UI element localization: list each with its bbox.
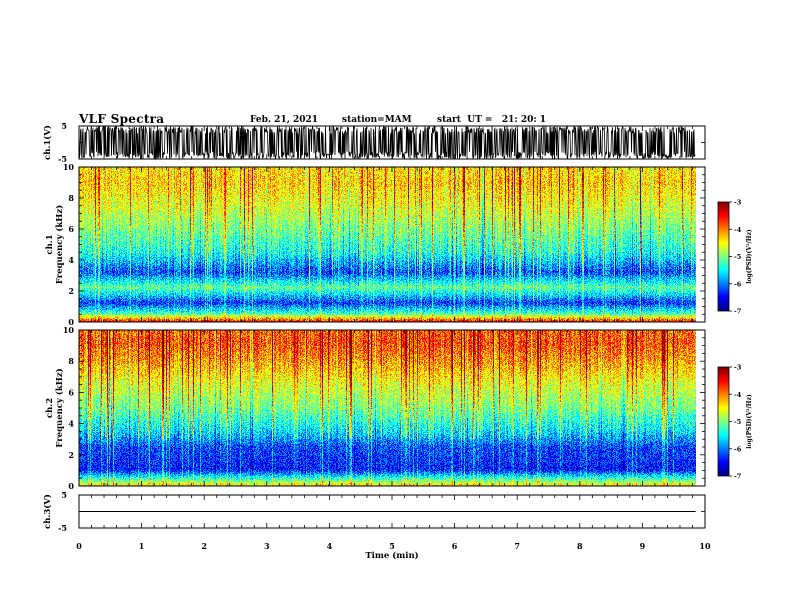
date-label: Feb. 21, 2021 [250, 115, 319, 125]
ch1-waveform-ytick-top: 5 [61, 121, 67, 131]
ch1-waveform-ylabel: ch.1(V) [42, 125, 53, 160]
ch1-colorbar-image [718, 202, 729, 311]
chart-title: VLF Spectra [79, 112, 165, 126]
ch2-colorbar-tick--6: -6 [734, 445, 742, 453]
ch2-colorbar-tick--5: -5 [734, 418, 742, 426]
ch1-spectrogram-image [79, 167, 696, 322]
ch1-colorbar-tick--3: -3 [734, 199, 742, 207]
ch3-waveform-ytick-bottom: -5 [58, 523, 67, 533]
svg-text:Frequency (kHz): Frequency (kHz) [54, 368, 65, 447]
xtick-3: 3 [264, 541, 270, 551]
ch2-spectrogram-image [79, 330, 696, 486]
ch3-waveform-ytick-top: 5 [61, 490, 67, 500]
xtick-9: 9 [640, 541, 646, 551]
ch1-spectrogram-ytick-10: 10 [63, 162, 75, 172]
ch1-colorbar-label: log(PSD)(V²/Hz) [746, 229, 753, 284]
svg-text:Frequency (kHz): Frequency (kHz) [54, 205, 65, 284]
ch2-spectrogram-ytick-4: 4 [68, 419, 74, 429]
ch1-colorbar-tick--4: -4 [734, 226, 742, 234]
ch1-spectrogram-panel [78, 166, 706, 323]
xtick-4: 4 [327, 541, 333, 551]
ch2-spectrogram-ytick-10: 10 [63, 325, 75, 335]
ch2-colorbar-tick--7: -7 [734, 473, 741, 481]
ch2-spectrogram-panel [78, 329, 706, 487]
svg-text:ch.1: ch.1 [45, 234, 55, 254]
ch1-colorbar-tick--6: -6 [734, 280, 742, 288]
xtick-1: 1 [139, 541, 145, 551]
ch1-waveform-ytick-bottom: -5 [58, 154, 67, 164]
svg-text:ch.2: ch.2 [45, 398, 55, 418]
ch2-colorbar-tick--3: -3 [734, 364, 742, 372]
ch1-waveform-trace [78, 125, 696, 161]
xtick-2: 2 [201, 541, 207, 551]
ch2-spectrogram-ytick-6: 6 [68, 387, 74, 397]
ch1-spectrogram-ytick-0: 0 [68, 317, 74, 327]
start-time-label: start UT = 21: 20: 1 [437, 115, 547, 125]
ch3-waveform-ylabel: ch.3(V) [42, 494, 53, 529]
ch1-spectrogram-ytick-4: 4 [68, 255, 74, 265]
xtick-5: 5 [389, 541, 395, 551]
xtick-8: 8 [577, 541, 583, 551]
ch2-spectrogram-ytick-0: 0 [68, 481, 74, 491]
ch2-colorbar-image [718, 367, 729, 476]
x-axis-label: Time (min) [365, 550, 418, 561]
ch2-spectrogram-ylabel: ch.2 Frequency (kHz) [45, 368, 65, 447]
ch1-spectrogram-ytick-8: 8 [68, 193, 74, 203]
ch1-spectrogram-ytick-2: 2 [68, 286, 74, 296]
xtick-0: 0 [76, 541, 82, 551]
ch2-spectrogram-ytick-8: 8 [68, 356, 74, 366]
ch1-colorbar [717, 201, 730, 312]
xtick-10: 10 [699, 541, 711, 551]
ch2-colorbar-tick--4: -4 [734, 391, 742, 399]
ch2-spectrogram-ytick-2: 2 [68, 450, 74, 460]
ch1-spectrogram-ytick-6: 6 [68, 224, 74, 234]
ch1-spectrogram-ylabel: ch.1 Frequency (kHz) [45, 205, 65, 284]
ch1-colorbar-tick--7: -7 [734, 308, 741, 316]
station-label: station=MAM [342, 115, 412, 125]
ch2-colorbar-label: log(PSD)(V²/Hz) [746, 394, 753, 449]
xtick-7: 7 [514, 541, 520, 551]
ch2-colorbar [717, 366, 730, 477]
xtick-6: 6 [452, 541, 458, 551]
ch1-colorbar-tick--5: -5 [734, 253, 742, 261]
